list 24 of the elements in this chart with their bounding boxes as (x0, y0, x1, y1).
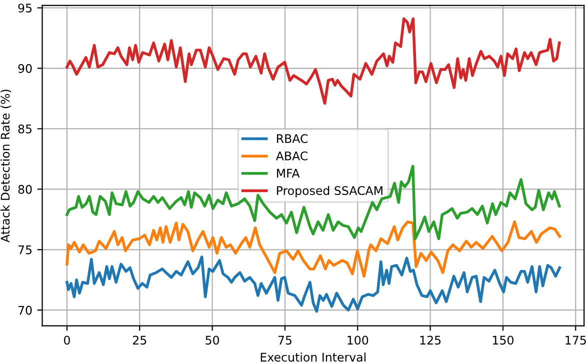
line-series (66, 164, 561, 240)
x-tick-label: 25 (132, 336, 146, 345)
legend-label: ABAC (276, 151, 308, 160)
legend-label: RBAC (277, 134, 308, 144)
y-tick-label: 85 (18, 124, 32, 134)
line-series (66, 220, 562, 278)
y-tick-label: 75 (18, 246, 32, 254)
x-tick-label: 50 (206, 336, 220, 345)
y-tick-label: 90 (18, 64, 32, 73)
legend-label: Proposed SSACAM (277, 186, 382, 198)
x-tick-label: 125 (420, 336, 441, 345)
line-series (66, 17, 561, 105)
line-series (66, 256, 562, 313)
x-tick-label: 100 (348, 336, 368, 345)
y-tick-label: 70 (18, 306, 32, 315)
x-axis-title: Execution Interval (260, 352, 366, 362)
y-tick-label: 80 (18, 184, 32, 194)
legend-label: MFA (277, 168, 300, 178)
x-tick-label: 150 (493, 336, 514, 345)
x-tick-label: 175 (566, 336, 586, 345)
x-tick-label: 75 (278, 336, 292, 345)
x-tick-label: 0 (64, 336, 70, 345)
y-axis-title: Attack Detection Rate (%) (0, 90, 12, 242)
y-tick-label: 95 (18, 4, 32, 12)
